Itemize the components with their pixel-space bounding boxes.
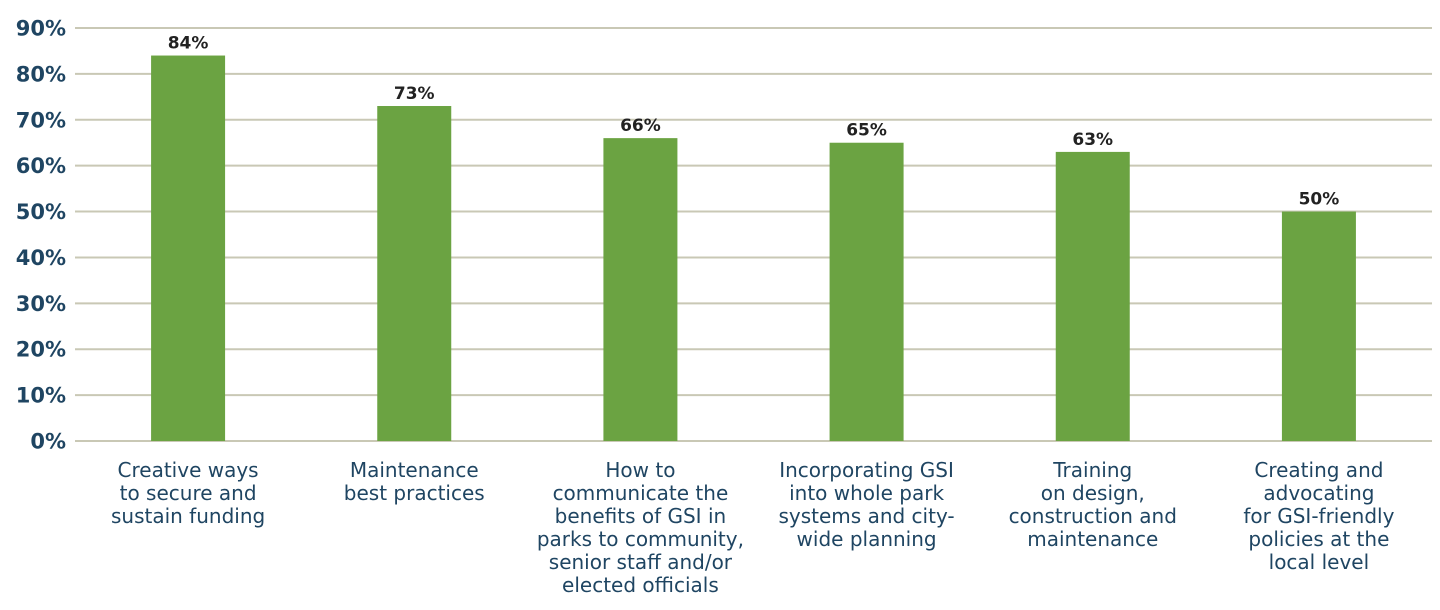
category-label-line: on design, — [1041, 481, 1145, 505]
gridlines — [75, 27, 1432, 442]
bar — [829, 142, 904, 441]
category-label-line: local level — [1269, 550, 1370, 574]
category-label-line: systems and city- — [778, 504, 954, 528]
y-axis-ticks: 0% 10% 20% 30% 40% 50% 60% 70% 80% 90% — [16, 17, 66, 454]
category-label-line: for GSI-friendly — [1243, 504, 1394, 528]
y-tick-label: 10% — [16, 384, 66, 408]
data-label: 65% — [846, 121, 887, 141]
data-label: 66% — [620, 116, 661, 136]
data-label: 50% — [1299, 190, 1340, 210]
category-label: How to communicate the benefits of GSI in p… — [537, 458, 744, 597]
category-label: Maintenance best practices — [344, 458, 485, 505]
y-tick-label: 90% — [16, 17, 66, 41]
category-label-line: benefits of GSI in — [555, 504, 727, 528]
category-label-line: to secure and — [120, 481, 257, 505]
category-label-line: sustain funding — [111, 504, 265, 528]
category-label-line: Creating and — [1254, 458, 1383, 482]
category-label: Creating and advocating for GSI-friendly po… — [1243, 458, 1394, 574]
category-label-line: into whole park — [789, 481, 944, 505]
category-label-line: construction and — [1009, 504, 1177, 528]
bars — [151, 55, 1356, 442]
category-label-line: maintenance — [1027, 527, 1158, 551]
category-label-line: Maintenance — [350, 458, 479, 482]
bar — [1281, 211, 1356, 441]
y-tick-label: 30% — [16, 292, 66, 316]
category-label-line: policies at the — [1248, 527, 1389, 551]
y-tick-label: 0% — [30, 430, 66, 454]
y-tick-label: 60% — [16, 154, 66, 178]
category-label-line: best practices — [344, 481, 485, 505]
y-tick-label: 50% — [16, 200, 66, 224]
category-label-line: How to — [605, 458, 675, 482]
bar — [1055, 151, 1130, 441]
data-label: 84% — [168, 34, 209, 54]
category-label-line: wide planning — [797, 527, 937, 551]
category-label-line: senior staff and/or — [549, 550, 733, 574]
data-label: 73% — [394, 84, 435, 104]
category-label: Creative ways to secure and sustain fundin… — [111, 458, 265, 528]
y-tick-label: 70% — [16, 108, 66, 132]
category-label-line: Creative ways — [118, 458, 259, 482]
category-label-line: Training — [1052, 458, 1132, 482]
x-category-labels: Creative ways to secure and sustain fundin… — [111, 458, 1395, 597]
category-label-line: elected officials — [562, 573, 719, 597]
bar — [151, 55, 226, 442]
category-label-line: communicate the — [553, 481, 729, 505]
category-label-line: parks to community, — [537, 527, 744, 551]
category-label: Incorporating GSI into whole park systems … — [778, 458, 954, 551]
data-label: 63% — [1072, 130, 1113, 150]
y-tick-label: 40% — [16, 246, 66, 270]
bar — [603, 138, 678, 441]
y-tick-label: 20% — [16, 338, 66, 362]
bar — [377, 106, 452, 441]
category-label: Training on design, construction and mainte… — [1009, 458, 1177, 551]
category-label-line: Incorporating GSI — [779, 458, 954, 482]
category-label-line: advocating — [1263, 481, 1374, 505]
data-labels: 84% 73% 66% 65% 63% 50% — [168, 34, 1340, 210]
y-tick-label: 80% — [16, 62, 66, 86]
